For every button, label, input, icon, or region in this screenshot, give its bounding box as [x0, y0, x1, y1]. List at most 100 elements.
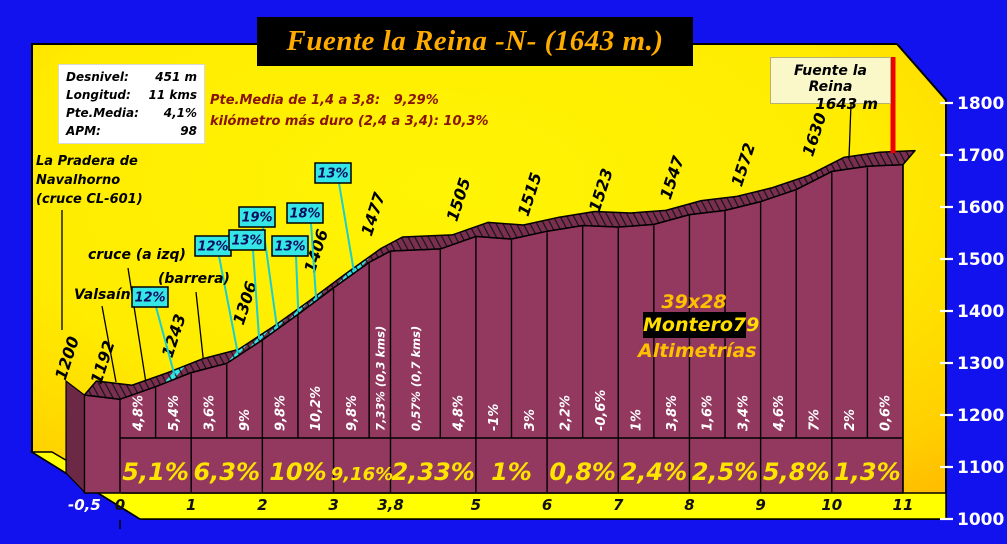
callout-box — [286, 202, 324, 224]
waypoint-pointer-line — [195, 291, 205, 367]
steep-callouts: 12%12% 13%19%13%18%13% — [131, 162, 355, 375]
half-km-gradient-label: 4,8% — [131, 395, 146, 432]
y-tick-label: 1500 — [957, 250, 1004, 270]
x-tick-label: -0,5 — [68, 496, 101, 514]
summit-elevation: 1643 m — [815, 95, 878, 113]
y-axis: 1000 1100 1200 1300 1400 1500 1600 1700 1800 — [940, 94, 1004, 530]
callout-leader-line — [310, 222, 318, 299]
half-km-gradient-label: 3,4% — [736, 395, 751, 431]
callout-leader-line — [295, 255, 300, 312]
x-tick-label: 2 — [257, 496, 267, 514]
callout-box — [238, 206, 276, 228]
callout-box — [271, 235, 309, 257]
half-km-gradient-label: 3% — [523, 409, 538, 431]
waypoint-line: (cruce CL-601) — [36, 192, 143, 207]
half-km-gradient-label: 10,2% — [309, 386, 324, 431]
stat-label: Longitud: — [66, 88, 131, 102]
y-tick-label: 1100 — [957, 458, 1004, 478]
stat-value: 451 m — [155, 70, 197, 84]
stat-value: 98 — [180, 124, 197, 138]
stat-label: APM: — [66, 124, 101, 138]
callout-gradient-label: 12% — [134, 291, 165, 306]
half-km-gradient-label: 9% — [238, 409, 253, 431]
y-tick-label: 1000 — [957, 510, 1004, 530]
stat-row-apm: APM: 98 — [66, 122, 197, 140]
callout-gradient-label: 18% — [289, 207, 320, 222]
km-gradient-label: 9,16% — [331, 464, 393, 485]
y-tick-label: 1400 — [957, 302, 1004, 322]
callout-box — [131, 286, 169, 308]
stat-label: Desnivel: — [66, 70, 129, 84]
callout-gradient-label: 19% — [241, 211, 272, 226]
x-tick-label: 3 — [328, 496, 338, 514]
km-gradient-label: 10% — [269, 458, 326, 486]
half-km-gradient-label: 2,2% — [558, 395, 573, 431]
y-tick-label: 1600 — [957, 198, 1004, 218]
half-km-gradient-label: 9,8% — [345, 395, 360, 431]
waypoint-start-label: La Pradera de Navalhorno (cruce CL-601) — [36, 152, 143, 209]
callout-box — [228, 229, 266, 251]
half-km-gradient-label: 1% — [630, 409, 645, 431]
half-km-gradient-label: 3,6% — [202, 395, 217, 431]
waypoint-barrera-label: (barrera) — [158, 271, 230, 287]
x-tick-label: 10 — [821, 496, 842, 514]
stat-row-pte-media: Pte.Media: 4,1% — [66, 104, 197, 122]
callout-leader-line — [218, 255, 239, 354]
km-gradient-label: 6,3% — [193, 458, 260, 486]
half-km-gradient-label: 1,6% — [701, 395, 716, 431]
callout-gradient-label: 13% — [231, 234, 262, 249]
segment-grid — [119, 165, 904, 492]
callout-gradient-label: 12% — [197, 240, 228, 255]
x-tick-label: 8 — [684, 496, 694, 514]
y-tick-label: 1300 — [957, 354, 1004, 374]
half-km-gradient-label: 3,8% — [665, 395, 680, 431]
half-km-gradient-label: -1% — [487, 404, 502, 431]
callout-box — [314, 162, 352, 184]
x-tick-label: 6 — [542, 496, 552, 514]
callout-gradient-label: 13% — [274, 240, 305, 255]
x-axis: -0,5 0 1 2 3 3,8 5 6 7 8 9 10 11 — [68, 496, 913, 529]
x-tick-label: 3,8 — [377, 496, 404, 514]
waypoint-line: La Pradera de — [36, 154, 138, 169]
stat-value: 4,1% — [163, 106, 197, 120]
watermark-author: Montero79 — [643, 312, 760, 338]
chart-title: Fuente la Reina -N- (1643 m.) — [257, 17, 693, 66]
half-km-gradient-label: 0,6% — [879, 395, 894, 431]
km-gradient-label: 0,8% — [549, 458, 616, 486]
half-km-gradient-label: 0,57% (0,7 kms) — [409, 326, 423, 431]
half-km-gradient-label: 4,6% — [772, 395, 787, 432]
x-tick-label: 5 — [471, 496, 481, 514]
km-gradient-label: 1% — [491, 458, 532, 486]
stat-label: Pte.Media: — [66, 106, 139, 120]
x-tick-label: 9 — [755, 496, 765, 514]
half-km-gradient-label: 5,4% — [167, 395, 182, 431]
x-tick-label: 7 — [613, 496, 624, 514]
callout-leader-line — [338, 182, 355, 271]
y-tick-label: 1700 — [957, 146, 1004, 166]
y-tick-label: 1200 — [957, 406, 1004, 426]
waypoint-line: Navalhorno — [36, 173, 121, 188]
callout-leader-line — [252, 249, 261, 340]
waypoint-cruce-label: cruce (a izq) — [88, 247, 186, 263]
x-axis-band — [29, 451, 947, 520]
callout-gradient-label: 13% — [317, 167, 348, 182]
km-gradient-label: 5,8% — [763, 458, 830, 486]
waypoint-pointer-line — [127, 267, 147, 384]
note-hardest-km: kilómetro más duro (2,4 a 3,4): 10,3% — [210, 114, 489, 129]
km-gradient-label: 2,5% — [692, 458, 759, 486]
stat-row-longitud: Longitud: 11 kms — [66, 86, 197, 104]
summit-label-box: Fuente la Reina 1643 m — [770, 57, 891, 113]
stat-row-desnivel: Desnivel: 451 m — [66, 68, 197, 86]
half-km-gradient-label: 4,8% — [452, 395, 467, 432]
half-km-gradient-label: 2% — [843, 409, 858, 431]
climb-stats-box: Desnivel: 451 m Longitud: 11 kms Pte.Med… — [58, 64, 205, 144]
stat-value: 11 kms — [148, 88, 197, 102]
waypoint-valsain-label: Valsaín — [74, 287, 131, 303]
callout-leader-line — [155, 306, 176, 375]
watermark-size: 39x28 — [661, 291, 727, 313]
watermark-brand: Altimetrías — [638, 340, 757, 362]
km-gradient-label: 2,33% — [392, 458, 475, 486]
km-gradients: 5,1% 6,3% 10% 9,16%2,33% 1% 0,8% 2,4% 2,5% 5,8% 1… — [122, 458, 900, 486]
waypoint-pointer-line — [101, 305, 117, 383]
